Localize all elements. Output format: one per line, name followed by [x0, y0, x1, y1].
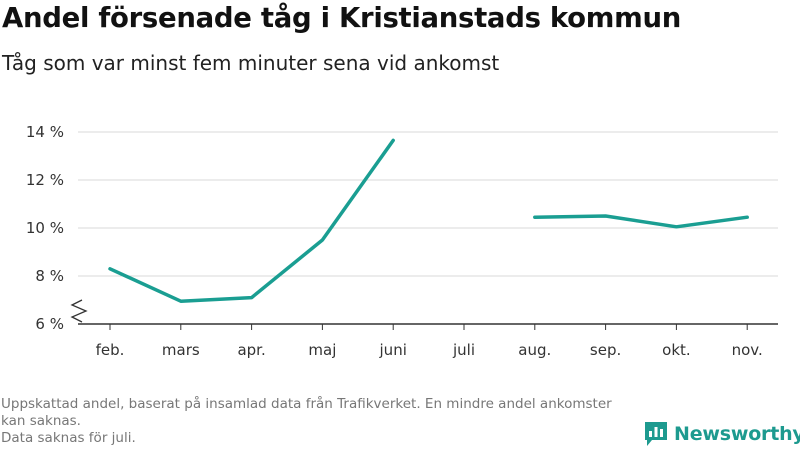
y-tick-label: 12 %: [26, 171, 64, 189]
chart-subtitle: Tåg som var minst fem minuter sena vid a…: [2, 51, 500, 75]
footnote-missing-data: Data saknas för juli.: [1, 430, 136, 446]
series-line: [533, 214, 749, 229]
brand-logo: Newsworthy: [644, 420, 800, 448]
newsworthy-logo-icon: [645, 422, 667, 446]
x-axis-tick-labels: feb. mars apr. maj juni juli aug. sep. okt. nov.: [96, 324, 763, 359]
y-tick-label: 10 %: [26, 219, 64, 237]
x-tick-label: maj: [308, 341, 336, 359]
footnote: Uppskattad andel, baserat på insamlad da…: [1, 396, 631, 447]
data-point: [746, 216, 749, 219]
x-tick-label: feb.: [96, 341, 125, 359]
data-point: [604, 214, 607, 218]
x-tick-label: juli: [452, 341, 475, 359]
x-tick-label: nov.: [732, 341, 763, 359]
x-tick-label: mars: [162, 341, 200, 359]
axis-break-zigzag: [70, 299, 88, 323]
footnote-source: Uppskattad andel, baserat på insamlad da…: [1, 396, 612, 429]
x-tick-label: sep.: [590, 341, 621, 359]
grid-lines: [78, 131, 778, 277]
data-point: [392, 139, 395, 142]
y-axis-tick-labels: 6 % 8 % 10 % 12 % 14 %: [26, 123, 64, 333]
y-axis-break-mark: [70, 299, 88, 323]
y-tick-label: 14 %: [26, 123, 64, 141]
x-tick-label: aug.: [518, 341, 551, 359]
data-point: [250, 296, 253, 299]
data-point: [179, 300, 182, 303]
y-tick-label: 6 %: [35, 315, 64, 333]
x-tick-label: apr.: [237, 341, 265, 359]
y-tick-label: 8 %: [35, 267, 64, 285]
data-point: [533, 216, 536, 219]
series-line: [108, 138, 395, 303]
chart-title: Andel försenade tåg i Kristianstads komm…: [2, 2, 682, 34]
series-lines: [108, 138, 749, 303]
x-tick-label: okt.: [662, 341, 691, 359]
data-point: [675, 225, 678, 228]
brand-name: Newsworthy: [674, 423, 800, 445]
data-point: [321, 238, 324, 242]
x-tick-label: juni: [379, 341, 407, 359]
data-point: [108, 267, 112, 270]
